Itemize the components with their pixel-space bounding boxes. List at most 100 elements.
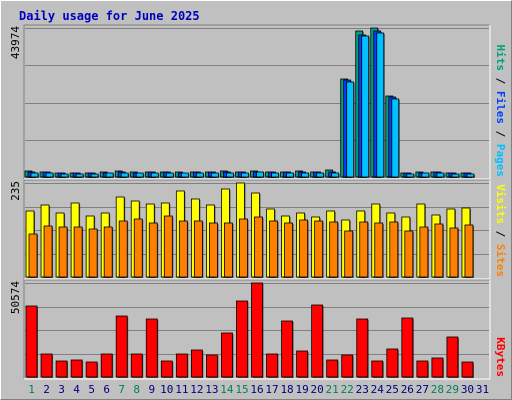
x-tick-label-28: 28: [431, 383, 444, 396]
bar-sites-day-26: [404, 230, 414, 278]
x-tick-label-7: 7: [118, 383, 125, 396]
bar-kbytes-day-6: [100, 353, 113, 378]
x-tick-label-29: 29: [446, 383, 459, 396]
panel-border-highlight: [24, 25, 491, 180]
bar-sites-day-10: [163, 215, 173, 278]
bar-kbytes-day-5: [85, 361, 98, 378]
bar-sites-day-20: [314, 220, 324, 278]
bar-pages-day-16: [256, 171, 264, 178]
bar-kbytes-day-18: [281, 320, 293, 378]
bar-sites-day-21: [329, 221, 339, 278]
bar-kbytes-day-24: [371, 360, 384, 378]
bar-pages-day-17: [271, 172, 279, 178]
panel-2-legend: Visits / Sites: [494, 184, 507, 277]
bar-pages-day-26: [406, 173, 415, 178]
bar-kbytes-day-19: [296, 350, 308, 378]
bar-pages-day-13: [211, 172, 219, 178]
bar-kbytes-day-30: [461, 361, 474, 378]
bar-kbytes-day-29: [446, 336, 459, 378]
x-tick-label-6: 6: [103, 383, 110, 396]
y-axis-max-label: 50574: [9, 281, 22, 314]
x-tick-label-24: 24: [371, 383, 385, 396]
x-tick-label-21: 21: [326, 383, 339, 396]
legend-sites: Sites: [494, 244, 507, 277]
bar-sites-day-16: [254, 216, 263, 278]
bar-kbytes-day-1: [25, 305, 38, 378]
bar-kbytes-day-10: [160, 360, 173, 378]
bar-kbytes-day-11: [175, 353, 188, 378]
x-tick-label-18: 18: [280, 383, 293, 396]
bar-sites-day-9: [148, 222, 158, 278]
bar-pages-day-7: [120, 172, 129, 178]
bar-sites-day-28: [434, 223, 444, 278]
panel-border-shadow: [23, 24, 490, 179]
y-axis-max-label: 235: [9, 181, 22, 201]
x-tick-label-16: 16: [250, 383, 263, 396]
legend-separator: /: [494, 224, 507, 244]
bar-kbytes-day-12: [190, 349, 203, 378]
x-tick-label-22: 22: [341, 383, 354, 396]
legend-kbytes: KBytes: [494, 337, 507, 377]
bar-sites-day-3: [58, 226, 68, 278]
bar-sites-day-6: [103, 226, 113, 278]
x-tick-label-30: 30: [461, 383, 474, 396]
bar-pages-day-20: [316, 172, 325, 178]
bar-pages-day-24: [376, 32, 385, 178]
panel-border-shadow: [23, 179, 490, 279]
bar-pages-day-22: [346, 81, 355, 178]
bar-kbytes-day-20: [311, 304, 324, 378]
x-tick-label-23: 23: [356, 383, 369, 396]
bar-pages-day-15: [241, 172, 249, 178]
bar-kbytes-day-3: [55, 360, 68, 378]
bar-sites-day-22: [344, 230, 354, 278]
x-tick-label-25: 25: [386, 383, 399, 396]
x-tick-label-10: 10: [160, 383, 173, 396]
legend-separator: /: [494, 124, 507, 144]
x-tick-label-3: 3: [58, 383, 65, 396]
bar-pages-day-4: [75, 173, 84, 178]
panel-1: 43974: [9, 24, 491, 180]
bar-kbytes-day-28: [431, 357, 444, 378]
bar-sites-day-25: [389, 221, 399, 278]
x-tick-label-17: 17: [265, 383, 278, 396]
bar-pages-day-27: [421, 172, 430, 178]
legend-separator: /: [494, 71, 507, 91]
x-tick-label-8: 8: [133, 383, 140, 396]
bar-sites-day-8: [133, 218, 143, 278]
bar-kbytes-day-9: [145, 318, 158, 378]
bar-sites-day-13: [209, 222, 218, 278]
x-tick-label-26: 26: [401, 383, 414, 396]
bar-sites-day-17: [269, 220, 278, 278]
bar-sites-day-2: [43, 225, 53, 278]
bar-sites-day-15: [239, 218, 248, 278]
bar-pages-day-3: [60, 173, 69, 178]
bar-kbytes-day-7: [115, 315, 128, 378]
bar-sites-day-30: [464, 224, 474, 278]
bar-pages-day-25: [391, 98, 400, 178]
legend-visits: Visits: [494, 184, 507, 224]
bar-kbytes-day-26: [401, 317, 414, 378]
x-tick-label-5: 5: [88, 383, 95, 396]
side-labels: Hits / Files / Pages Visits / Sites KBytes: [494, 45, 507, 378]
bar-kbytes-day-2: [40, 353, 53, 378]
panel-border-highlight: [24, 180, 491, 280]
panel-3: 50574: [9, 279, 491, 380]
bar-pages-day-29: [451, 173, 460, 178]
bar-pages-day-1: [30, 172, 39, 178]
panel-2: 235: [9, 179, 491, 280]
bar-pages-day-23: [361, 35, 370, 178]
bar-pages-day-14: [226, 172, 234, 178]
y-axis-max-label: 43974: [9, 26, 22, 59]
bar-sites-day-4: [73, 226, 83, 278]
bar-sites-day-12: [193, 220, 203, 278]
bar-sites-day-18: [284, 222, 293, 278]
bar-kbytes-day-13: [206, 354, 218, 378]
bar-kbytes-day-27: [416, 360, 429, 378]
x-tick-label-9: 9: [148, 383, 155, 396]
x-tick-label-27: 27: [416, 383, 429, 396]
bar-pages-day-11: [180, 172, 189, 178]
bar-pages-day-8: [135, 172, 144, 178]
bar-sites-day-5: [88, 228, 98, 278]
bar-pages-day-30: [466, 173, 475, 178]
